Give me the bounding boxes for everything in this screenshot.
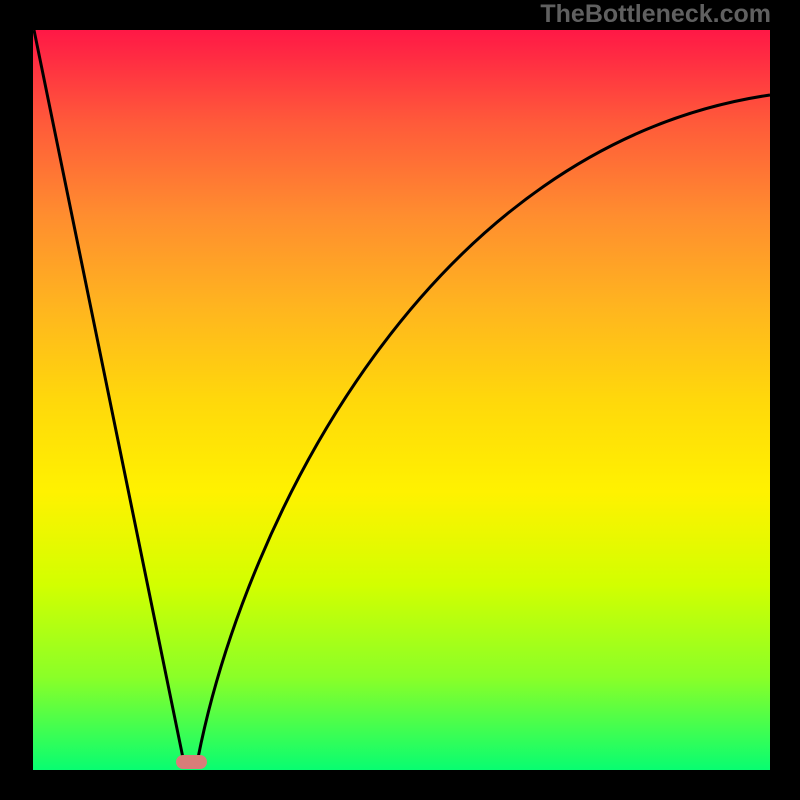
- watermark-text: TheBottleneck.com: [540, 0, 771, 29]
- minimum-marker: [176, 755, 207, 769]
- chart-container: TheBottleneck.com: [0, 0, 800, 800]
- plot-gradient-area: [33, 30, 770, 770]
